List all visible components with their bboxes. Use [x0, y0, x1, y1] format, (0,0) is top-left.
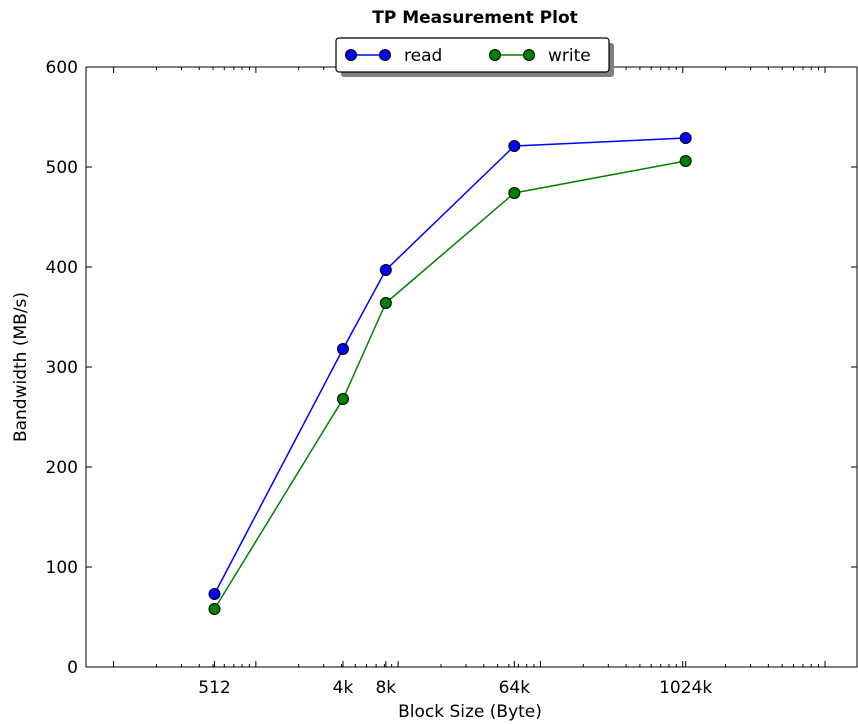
y-tick-label: 600 — [46, 58, 78, 78]
y-tick-label: 500 — [46, 158, 78, 178]
legend-label-read: read — [404, 46, 442, 66]
x-axis-label: Block Size (Byte) — [398, 702, 542, 722]
y-axis: 0 100 200 300 400 500 600 — [46, 58, 857, 678]
legend-marker-read — [379, 49, 391, 61]
data-point-write — [208, 603, 221, 615]
y-tick-label: 200 — [46, 458, 78, 478]
x-tick-label: 64k — [499, 678, 531, 698]
data-point-read — [337, 343, 349, 355]
series-line-read — [213, 137, 686, 595]
y-tick-label: 0 — [67, 658, 78, 678]
data-point-read — [508, 140, 521, 152]
chart-title: TP Measurement Plot — [372, 8, 578, 28]
x-tick-label: 4k — [333, 678, 354, 698]
series-line-write — [213, 160, 686, 610]
legend-label-write: write — [548, 46, 591, 66]
plot-area — [85, 66, 858, 668]
data-point-read — [679, 132, 692, 144]
legend: read write — [335, 37, 614, 77]
x-tick-label: 512 — [198, 678, 230, 698]
legend-marker-read — [345, 49, 357, 61]
series-layer — [208, 132, 692, 615]
data-point-write — [508, 187, 521, 199]
y-tick-label: 100 — [46, 558, 78, 578]
data-point-write — [379, 297, 392, 309]
y-tick-label: 400 — [46, 258, 78, 278]
x-tick-label: 1024k — [659, 678, 712, 698]
legend-box — [335, 37, 610, 73]
legend-marker-write — [523, 49, 535, 61]
y-tick-label: 300 — [46, 358, 78, 378]
data-point-write — [679, 155, 692, 167]
legend-marker-write — [489, 49, 501, 61]
data-point-write — [337, 393, 349, 405]
data-point-read — [379, 264, 392, 276]
y-axis-label: Bandwidth (MB/s) — [11, 292, 31, 442]
data-point-read — [208, 588, 221, 600]
plot-border — [85, 66, 858, 668]
x-tick-label: 8k — [375, 678, 396, 698]
x-axis: 512 4k 8k 64k 1024k — [113, 67, 826, 698]
